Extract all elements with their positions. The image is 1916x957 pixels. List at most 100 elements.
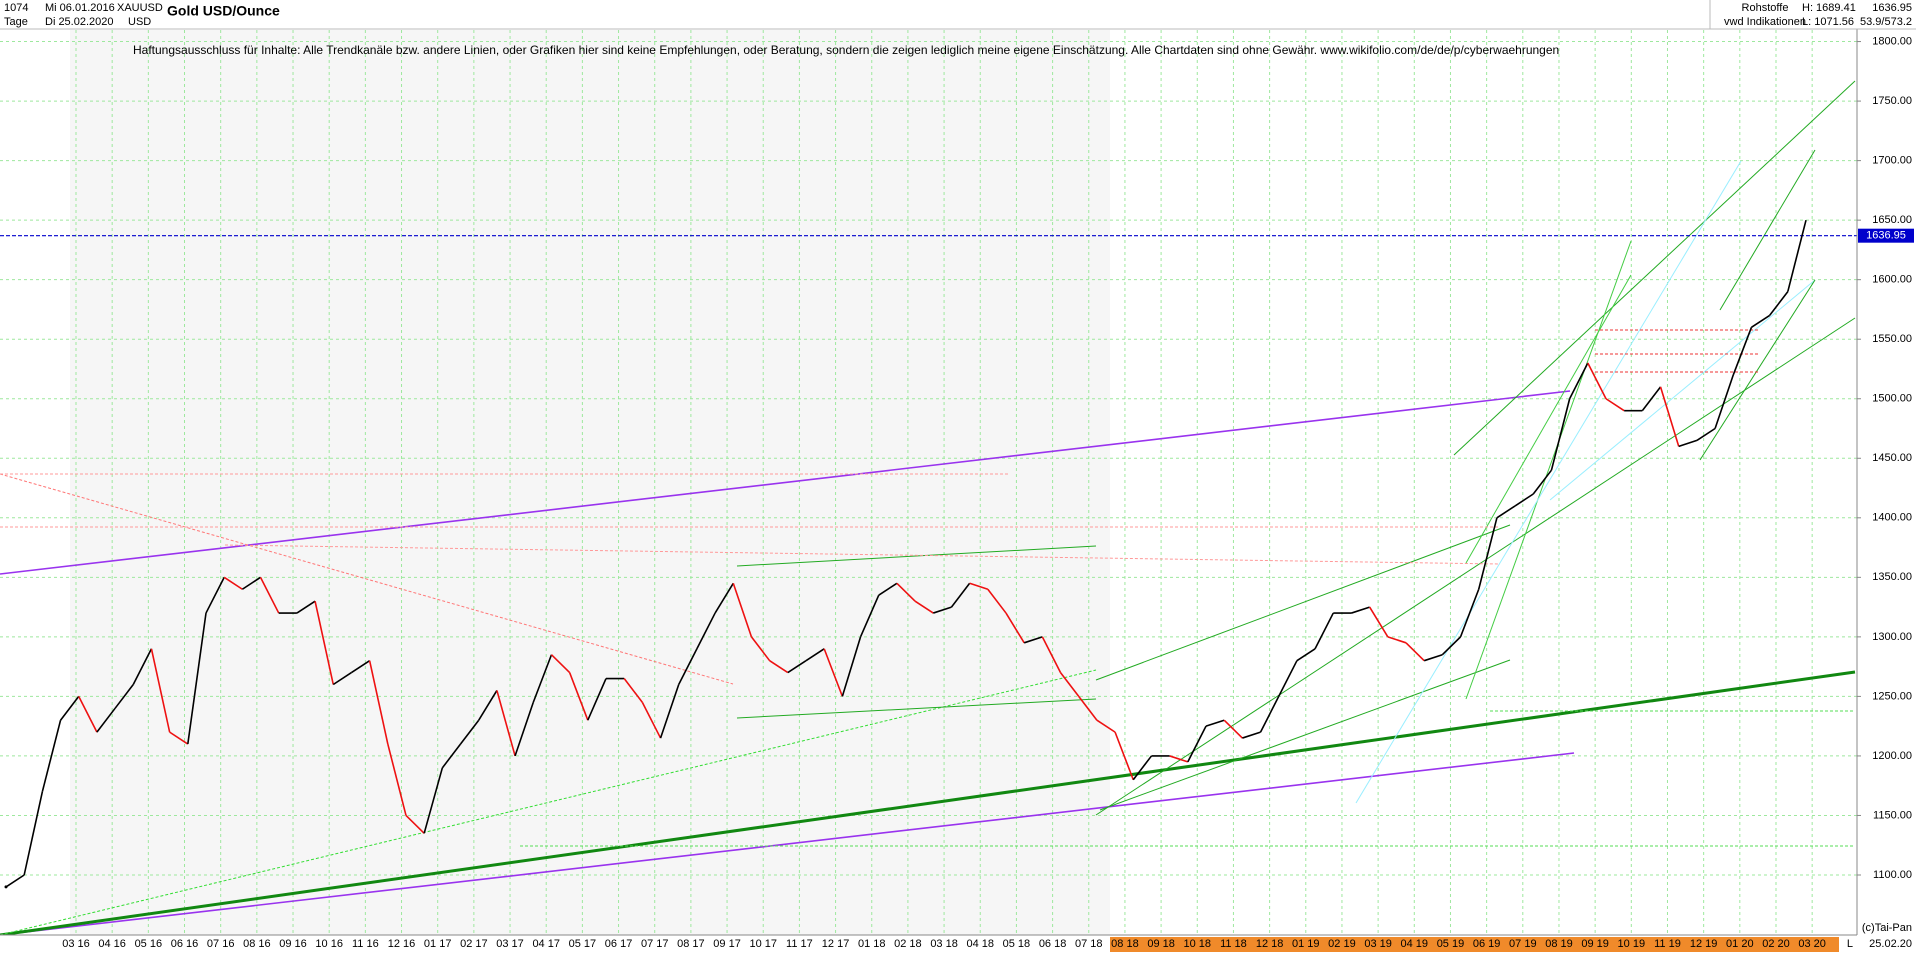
price-segment <box>296 600 316 614</box>
y-tick-label: 1550.00 <box>1872 333 1912 345</box>
grid <box>0 30 1857 935</box>
x-tick-label: 01 20 <box>1726 938 1754 950</box>
price-segment <box>478 690 498 721</box>
price-segment <box>23 791 44 876</box>
price-segment <box>1514 493 1534 507</box>
x-tick-label: 03 17 <box>496 938 524 950</box>
x-tick-label: 11 17 <box>786 938 813 950</box>
price-segment <box>787 660 807 674</box>
price-segment <box>132 648 153 685</box>
price-segment <box>441 743 462 769</box>
x-tick-label: 01 17 <box>424 938 452 950</box>
price-segment <box>933 606 952 614</box>
price-segment <box>1477 517 1498 590</box>
y-tick-label: 1650.00 <box>1872 214 1912 226</box>
price-segment <box>241 576 261 590</box>
trendline <box>736 698 1097 719</box>
price-segment <box>96 707 116 733</box>
x-tick-label: 07 16 <box>207 938 235 950</box>
low: L: 1071.56 <box>1802 16 1854 28</box>
price-segment <box>841 636 862 697</box>
trendline <box>1465 240 1632 700</box>
price-segment <box>387 743 407 816</box>
y-tick-label: 1500.00 <box>1872 393 1912 405</box>
y-tick-label: 1150.00 <box>1873 809 1912 821</box>
currency: USD <box>128 16 151 28</box>
price-segment <box>1041 636 1062 673</box>
price-segment <box>1641 386 1662 412</box>
price-segment <box>5 874 25 888</box>
price-segment <box>1405 642 1425 662</box>
x-tick-label: 08 17 <box>677 938 705 950</box>
x-tick-label: 08 18 <box>1111 938 1139 950</box>
trendline <box>1355 160 1742 804</box>
x-tick-label: 12 17 <box>822 938 850 950</box>
price-segment <box>641 701 662 739</box>
price-segment <box>223 576 243 590</box>
price-segment <box>1169 755 1189 763</box>
copyright: (c)Tai-Pan <box>1862 922 1912 934</box>
market: Rohstoffe <box>1742 2 1789 14</box>
x-tick-label: 05 19 <box>1437 938 1465 950</box>
x-tick-label: 05 16 <box>135 938 163 950</box>
y-tick-label: 1200.00 <box>1872 750 1912 762</box>
price-segment <box>187 612 207 745</box>
x-tick-label: 04 16 <box>98 938 126 950</box>
price-segment <box>1550 398 1571 471</box>
price-segment <box>1242 731 1261 739</box>
price-segment <box>1587 362 1607 400</box>
trendline <box>1095 524 1511 681</box>
price-segment <box>59 695 80 721</box>
x-tick-label: 09 17 <box>713 938 741 950</box>
price-segment <box>41 720 62 792</box>
x-tick-label: 06 18 <box>1039 938 1067 950</box>
price-segment <box>714 582 734 614</box>
current-price-label: 1636.95 <box>1866 230 1906 242</box>
price-segment <box>678 648 698 685</box>
price-segment <box>514 702 535 757</box>
trendlines <box>0 80 1856 937</box>
price-segment <box>78 696 98 733</box>
range: 53.9/573.2 <box>1860 16 1912 28</box>
price-segment <box>659 684 680 739</box>
start-date: Mi 06.01.2016 <box>45 2 115 14</box>
scale-mode: L <box>1847 938 1853 950</box>
x-tick-label: 05 18 <box>1003 938 1031 950</box>
trendline <box>0 669 1097 936</box>
price-segment <box>805 648 825 662</box>
high: H: 1689.41 <box>1802 2 1856 14</box>
price-segment <box>1732 327 1753 376</box>
trendline <box>224 544 1501 565</box>
price-segment <box>459 719 480 745</box>
end-date: Di 25.02.2020 <box>45 16 114 28</box>
disclaimer: Haftungsausschluss für Inhalte: Alle Tre… <box>133 43 1559 57</box>
price-segment <box>259 576 280 614</box>
y-axis-labels: 1100.00 1150.00 1200.00 1250.00 1300.00 1350.… <box>1857 35 1912 881</box>
x-tick-label: 03 19 <box>1364 938 1392 950</box>
price-segment <box>568 672 589 721</box>
x-tick-label: 07 19 <box>1509 938 1537 950</box>
price-segment <box>1259 696 1280 733</box>
source: vwd Indikationen <box>1724 16 1806 28</box>
trendline <box>1549 279 1816 501</box>
x-tick-label: 08 16 <box>243 938 271 950</box>
price-segment <box>1096 719 1116 733</box>
price-segment <box>1459 588 1480 638</box>
x-tick-label: 09 19 <box>1581 938 1609 950</box>
price-segment <box>1132 755 1153 781</box>
price-segment <box>532 654 553 703</box>
trendline <box>0 670 1856 937</box>
price-segment <box>1496 505 1516 519</box>
x-tick-label: 09 16 <box>279 938 307 950</box>
x-tick-label: 12 18 <box>1256 938 1284 950</box>
current-price-box <box>1858 228 1914 243</box>
price-segment <box>1787 219 1807 292</box>
y-tick-label: 1350.00 <box>1872 571 1912 583</box>
x-tick-label: 07 18 <box>1075 938 1103 950</box>
x-tick-label: 08 19 <box>1545 938 1573 950</box>
price-segment <box>1678 439 1698 448</box>
last-price: 1636.95 <box>1872 2 1912 14</box>
y-tick-label: 1450.00 <box>1872 452 1912 464</box>
x-tick-label: 01 18 <box>858 938 886 950</box>
